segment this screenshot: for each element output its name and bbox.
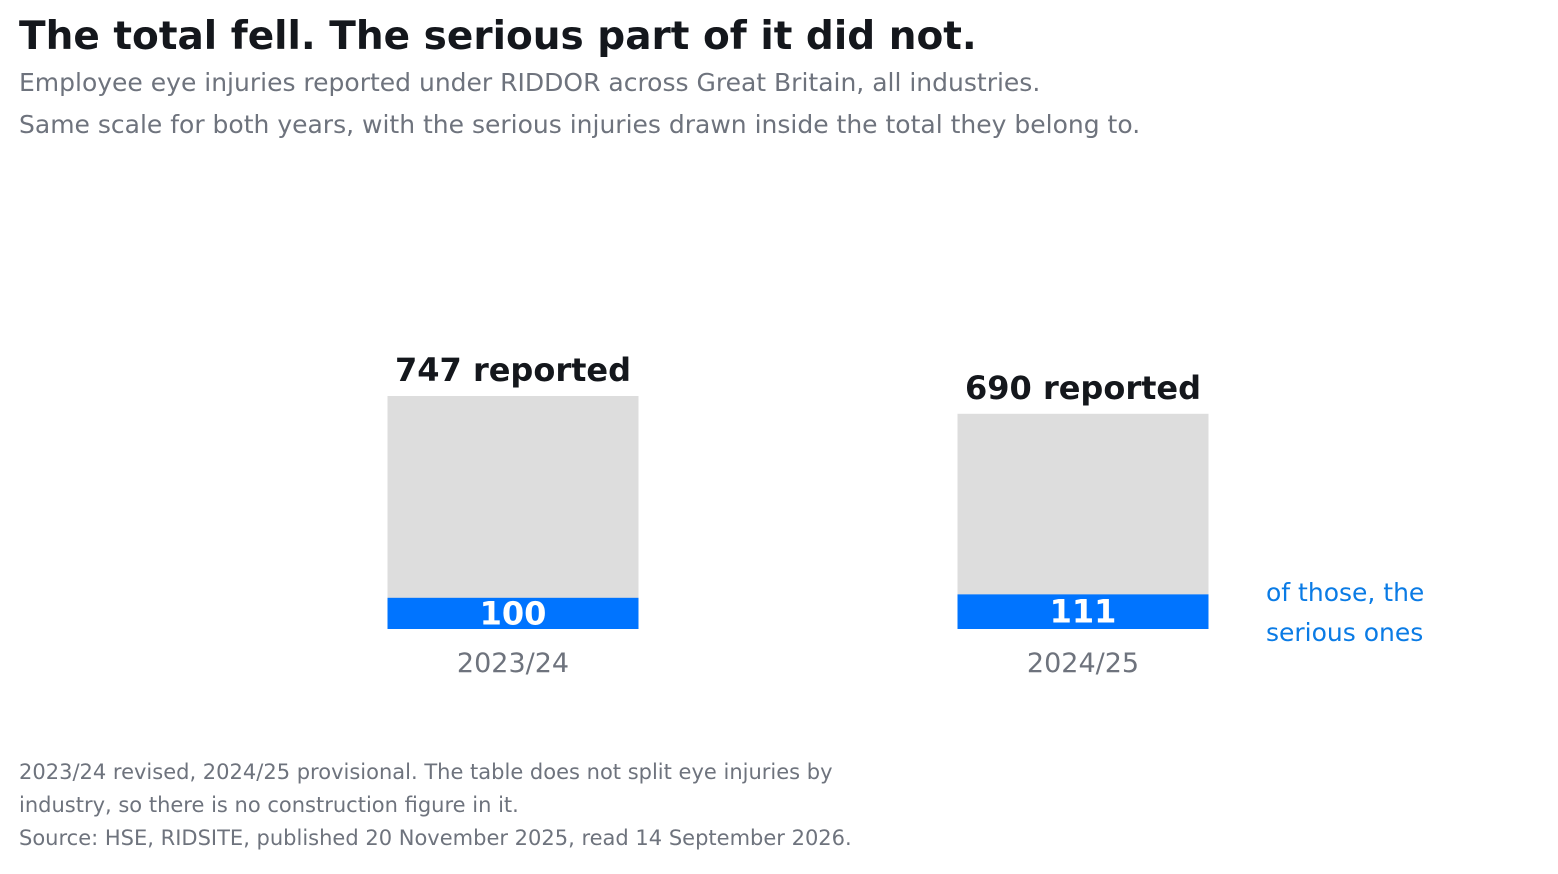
- category-label-2: 2024/25: [1027, 648, 1139, 679]
- total-label-2: 690 reported: [965, 369, 1201, 407]
- total-bar-2: [957, 413, 1209, 629]
- serious-bar-2: [957, 594, 1209, 629]
- chart-subtitle-line-2: Same scale for both years, with the seri…: [19, 110, 1141, 139]
- chart-subtitle-line-1: Employee eye injuries reported under RID…: [19, 68, 1041, 97]
- chart-title: The total fell. The serious part of it d…: [19, 14, 977, 59]
- footnote-line-1: 2023/24 revised, 2024/25 provisional. Th…: [19, 760, 833, 784]
- serious-label-1: 100: [480, 594, 547, 632]
- category-label-1: 2023/24: [457, 648, 569, 679]
- total-bar-1: [387, 396, 639, 629]
- serious-annotation-line-2: serious ones: [1266, 618, 1423, 647]
- serious-annotation-line-1: of those, the: [1266, 578, 1424, 607]
- total-label-1: 747 reported: [395, 351, 631, 389]
- serious-label-2: 111: [1050, 593, 1117, 631]
- footnote-line-2: industry, so there is no construction fi…: [19, 793, 519, 817]
- serious-bar-1: [387, 597, 639, 629]
- source-note: Source: HSE, RIDSITE, published 20 Novem…: [19, 826, 852, 850]
